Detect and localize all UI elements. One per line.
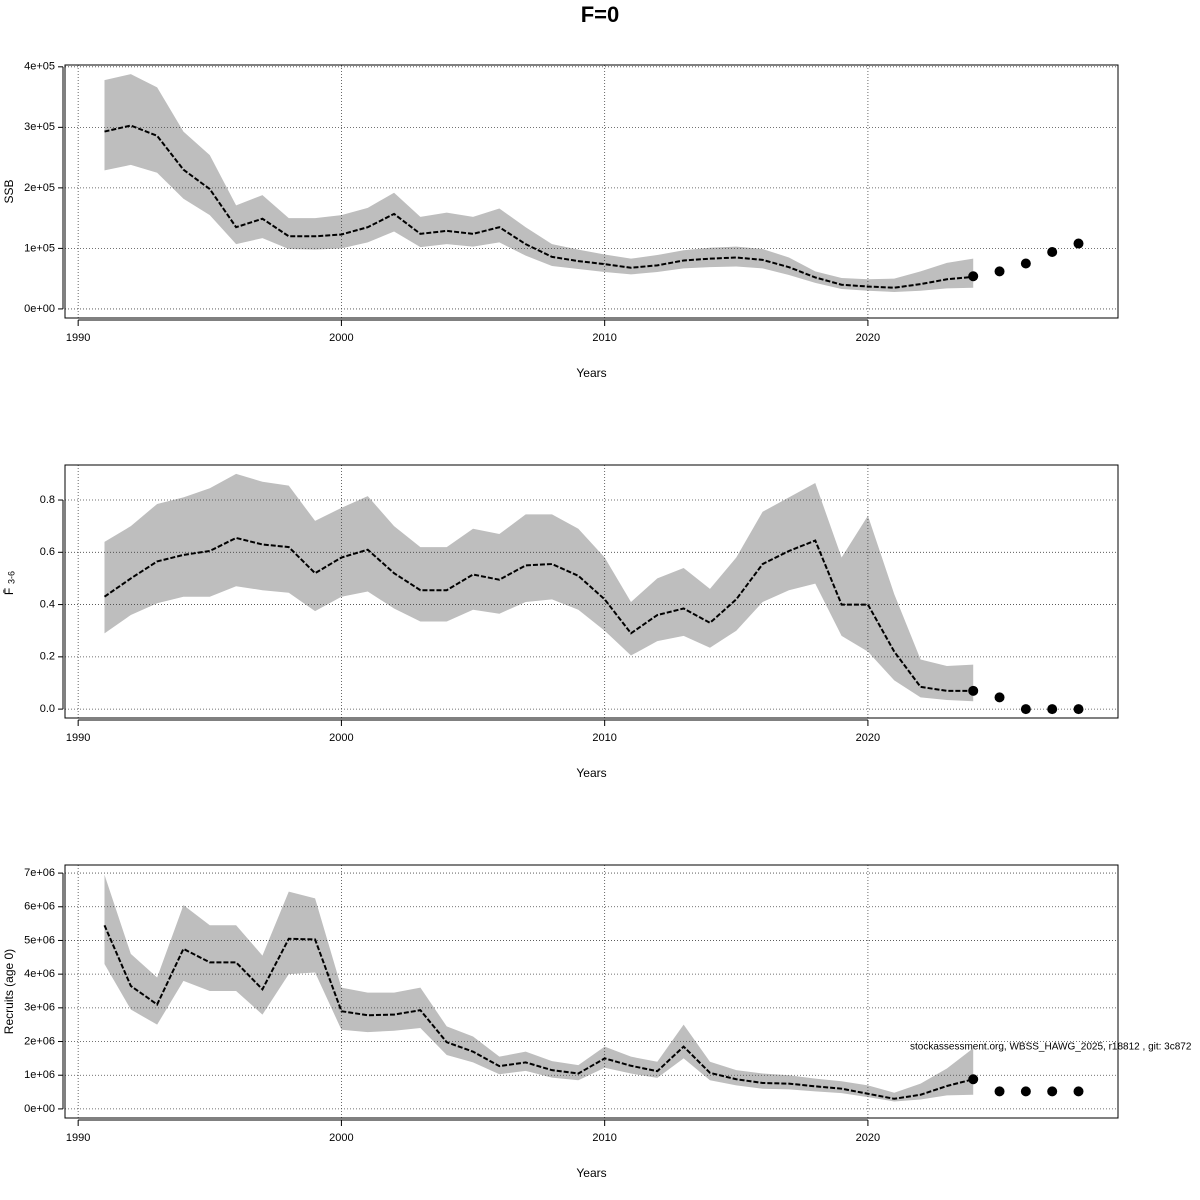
plot-frame [64,464,1119,719]
forecast-point [1047,704,1058,715]
estimate-line [103,924,974,1100]
x-tick-label: 2010 [592,332,616,344]
x-tick-label: 2000 [329,332,353,344]
x-axis-label: Years [576,1166,606,1180]
estimate-line [103,536,974,692]
x-axis-label: Years [576,766,606,780]
y-tick-label: 5e+06 [24,934,55,946]
y-axis-label: Recruits (age 0) [2,949,16,1034]
forecast-point [1020,704,1031,715]
forecast-point [994,692,1005,703]
confidence-band [104,473,974,702]
y-tick-label: 0e+00 [24,1103,55,1115]
y-tick-label: 7e+06 [24,867,55,879]
y-tick-label: 2e+06 [24,1035,55,1047]
forecast-point [1073,1086,1084,1097]
plot-frame [64,64,1119,319]
y-tick-label: 1e+06 [24,1069,55,1081]
plot-frame [64,864,1119,1119]
y-tick-label: 3e+05 [24,121,55,133]
y-tick-label: 2e+05 [24,182,55,194]
y-tick-label: 0.8 [40,494,55,506]
forecast-point [968,685,979,696]
confidence-band [104,874,974,1102]
figure-title: F=0 [581,2,620,27]
forecast-point [1073,704,1084,715]
y-axis-label-subscript: 3-6 [6,571,16,584]
y-tick-label: 0.6 [40,546,55,558]
x-tick-label: 2000 [329,1132,353,1144]
x-axis-label: Years [576,366,606,380]
x-tick-label: 1990 [66,332,90,344]
forecast-point [968,271,979,282]
x-tick-label: 2020 [856,732,880,744]
forecast-point [1047,1086,1058,1097]
y-tick-label: 0.2 [40,651,55,663]
y-tick-label: 3e+06 [24,1002,55,1014]
forecast-point [1020,258,1031,269]
estimate-line [104,124,974,289]
y-tick-label: 6e+06 [24,901,55,913]
y-axis-label: F̄ [2,588,16,595]
x-tick-label: 2020 [856,1132,880,1144]
x-tick-label: 1990 [66,1132,90,1144]
x-tick-label: 2000 [329,732,353,744]
y-tick-label: 0e+00 [24,303,55,315]
forecast-point [1047,247,1058,258]
forecast-point [968,1074,979,1085]
x-tick-label: 2010 [592,732,616,744]
y-tick-label: 0.4 [40,598,55,610]
confidence-band [104,74,974,292]
forecast-point [1073,238,1084,249]
forecast-point [994,266,1005,277]
x-tick-label: 2010 [592,1132,616,1144]
forecast-point [994,1086,1005,1097]
x-tick-label: 2020 [856,332,880,344]
x-tick-label: 1990 [66,732,90,744]
y-axis-label: SSB [2,179,16,203]
y-tick-label: 0.0 [40,703,55,715]
y-tick-label: 4e+06 [24,968,55,980]
forecast-point [1020,1086,1031,1097]
footnote: stockassessment.org, WBSS_HAWG_2025, r18… [910,1042,1192,1053]
y-tick-label: 4e+05 [24,61,55,73]
y-tick-label: 1e+05 [24,242,55,254]
